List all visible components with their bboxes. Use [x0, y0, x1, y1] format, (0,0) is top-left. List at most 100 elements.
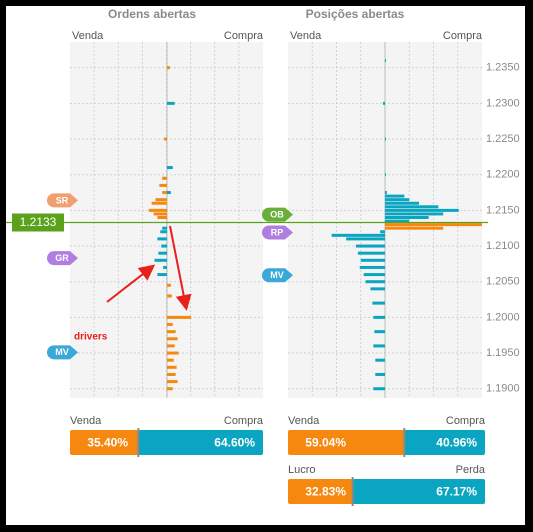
- bar: [167, 294, 172, 298]
- marker-tag: [47, 193, 78, 208]
- bar: [167, 330, 176, 334]
- ratio-label: Compra: [224, 415, 264, 427]
- bar: [331, 233, 385, 237]
- bar: [167, 337, 178, 341]
- bar: [373, 344, 385, 348]
- price-tag: [12, 213, 64, 232]
- marker-label: OB: [270, 210, 284, 220]
- bar: [167, 380, 178, 384]
- bar: [167, 387, 173, 391]
- bar: [163, 265, 167, 269]
- bar: [155, 198, 167, 202]
- bar: [346, 237, 385, 241]
- bar: [385, 173, 386, 177]
- bar: [167, 365, 177, 369]
- side-label: Compra: [443, 30, 483, 42]
- bar: [385, 212, 444, 216]
- ratio-label: Venda: [288, 415, 320, 427]
- bar: [167, 101, 175, 105]
- bar: [167, 66, 170, 70]
- ratio-value: 64.60%: [214, 436, 255, 450]
- bar: [158, 251, 167, 255]
- marker-tag: [262, 207, 293, 222]
- bar: [375, 358, 385, 362]
- bar: [365, 280, 385, 284]
- bar: [385, 194, 405, 198]
- side-label: Venda: [290, 30, 322, 42]
- ratio-value: 67.17%: [436, 485, 477, 499]
- bar: [164, 137, 167, 141]
- y-tick-label: 1.2000: [486, 311, 520, 323]
- bar: [167, 283, 171, 287]
- bar: [385, 201, 419, 205]
- bar: [383, 101, 385, 105]
- bar: [162, 176, 167, 180]
- bar: [153, 212, 167, 216]
- y-tick-label: 1.1950: [486, 347, 520, 359]
- bar: [167, 323, 173, 327]
- bar: [372, 301, 385, 305]
- chart-layer: 1.2350 1.2300 1.2250 1.2200 1.2150 1.2100 1.20…: [6, 42, 520, 506]
- ratio-right: [138, 430, 263, 455]
- bar: [167, 191, 171, 195]
- bar: [385, 191, 387, 195]
- bar: [167, 166, 173, 170]
- bar: [385, 219, 410, 223]
- panel-title: Ordens abertas: [108, 7, 196, 21]
- arrow: [169, 225, 192, 311]
- side-label: Compra: [224, 30, 264, 42]
- marker-tag: [262, 268, 293, 283]
- bar: [167, 358, 174, 362]
- y-tick-label: 1.2150: [486, 204, 520, 216]
- ratio-label: Perda: [456, 464, 486, 476]
- ratio-value: 59.04%: [305, 436, 346, 450]
- bar: [161, 244, 167, 248]
- side-label: Venda: [72, 30, 104, 42]
- y-tick-label: 1.2200: [486, 169, 520, 181]
- marker-label: GR: [55, 253, 69, 263]
- bar: [167, 344, 175, 348]
- marker-label: MV: [55, 347, 69, 357]
- bar: [385, 208, 459, 212]
- bar: [167, 372, 176, 376]
- bar: [154, 258, 167, 262]
- annotation: drivers: [74, 332, 108, 343]
- bar: [360, 258, 385, 262]
- bar: [385, 226, 444, 230]
- y-tick-label: 1.1900: [486, 383, 520, 395]
- bar: [157, 216, 167, 220]
- bar: [167, 351, 179, 355]
- marker-label: SR: [56, 195, 69, 205]
- marker-tag: [262, 225, 293, 240]
- bar: [385, 137, 386, 141]
- bar: [148, 208, 167, 212]
- ratio-value: 32.83%: [305, 485, 346, 499]
- y-tick-label: 1.2250: [486, 133, 520, 145]
- bar: [380, 230, 385, 234]
- price-tag-label: 1.2133: [20, 215, 57, 229]
- bar: [373, 315, 385, 319]
- bar: [385, 205, 439, 209]
- bar: [162, 191, 167, 195]
- ratio-label: Venda: [70, 415, 102, 427]
- marker-tag: [47, 251, 78, 266]
- ratio-label: Lucro: [288, 464, 316, 476]
- panel-title: Posições abertas: [306, 7, 405, 21]
- bar: [359, 265, 385, 269]
- bar: [157, 237, 167, 241]
- bar: [160, 230, 167, 234]
- marker-label: RP: [271, 227, 284, 237]
- ratio-value: 40.96%: [436, 436, 477, 450]
- bar: [373, 387, 385, 391]
- bar: [151, 201, 167, 205]
- ratio-left: [288, 479, 353, 504]
- ratio-label: Compra: [446, 415, 486, 427]
- bar: [162, 226, 167, 230]
- ratio-left: [70, 430, 139, 455]
- y-tick-label: 1.2100: [486, 240, 520, 252]
- ratio-right: [404, 430, 485, 455]
- marker-tag: [47, 345, 78, 360]
- marker-label: MV: [270, 270, 284, 280]
